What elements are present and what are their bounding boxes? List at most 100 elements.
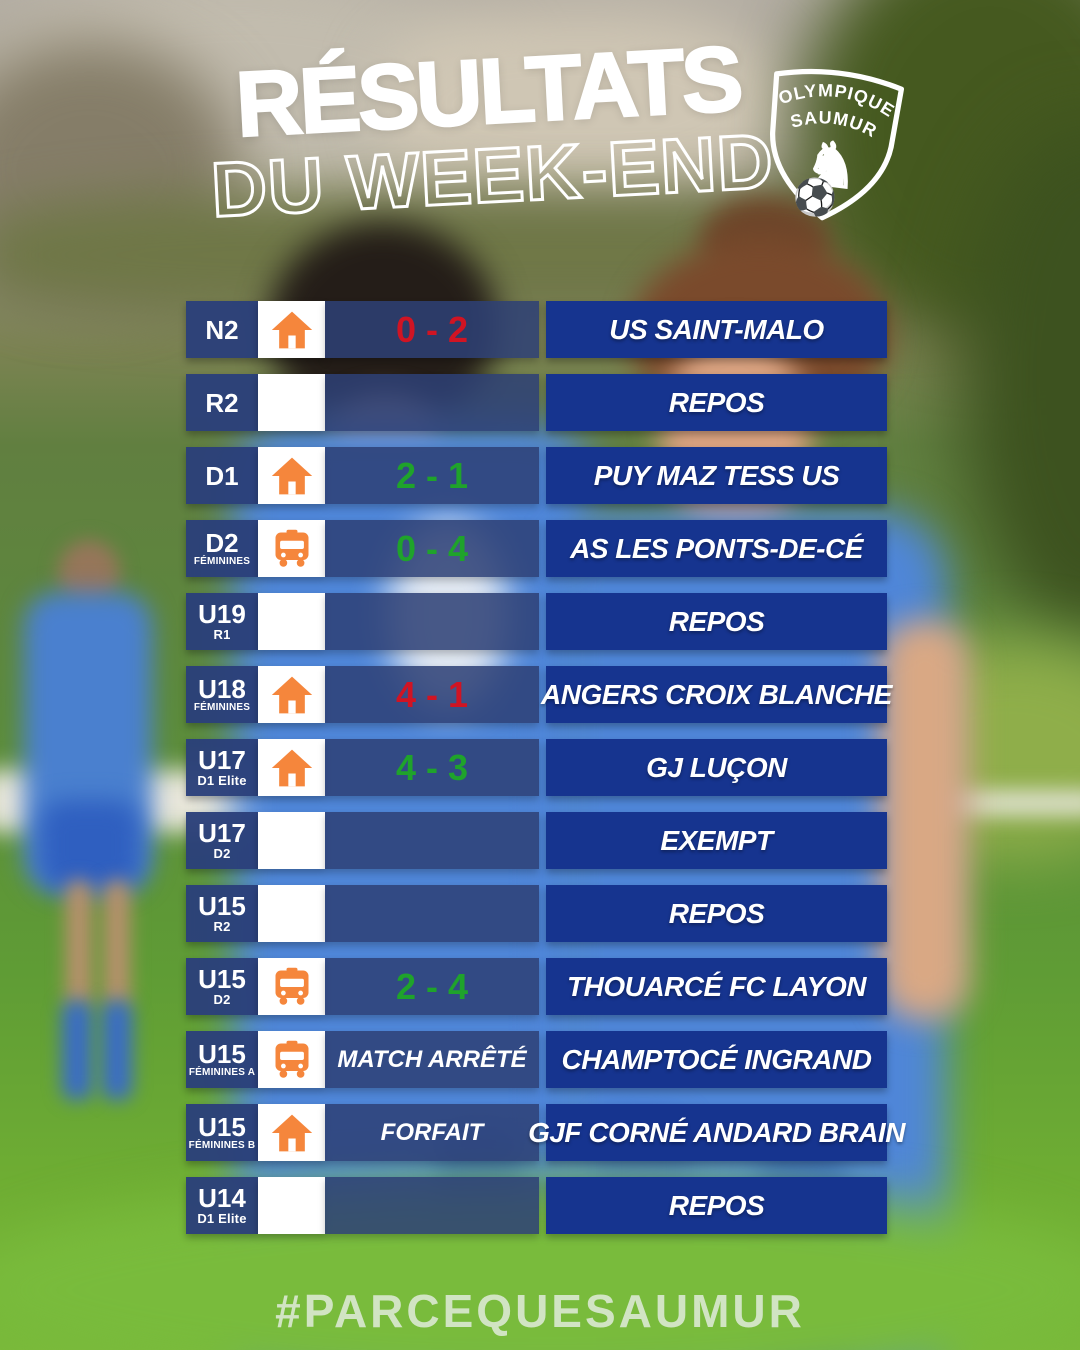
category-code: U15 [198, 890, 246, 921]
score-cell: MATCH ARRÊTÉ [325, 1031, 539, 1088]
category-code: U17 [198, 744, 246, 775]
score-cell [325, 812, 539, 869]
result-row: U17 D2 EXEMPT [186, 812, 894, 869]
category-label: U15 D2 [186, 958, 258, 1015]
category-label: U17 D1 Elite [186, 739, 258, 796]
score-cell: 2 - 4 [325, 958, 539, 1015]
house-icon [271, 457, 312, 494]
opponent-name: REPOS [546, 1177, 887, 1234]
category-division: R2 [213, 918, 231, 934]
results-table: N2 0 - 2 US SAINT-MALO R2 REPOS D1 2 - 1 PUY MA… [186, 301, 905, 1250]
category-division: FÉMININES A [188, 1066, 256, 1078]
opponent-name: US SAINT-MALO [546, 301, 887, 358]
category-label: D2 FÉMININES [186, 520, 258, 577]
score-cell: FORFAIT [325, 1104, 539, 1161]
venue-cell [258, 301, 325, 358]
venue-cell [258, 885, 325, 942]
venue-cell [258, 447, 325, 504]
result-row: D1 2 - 1 PUY MAZ TESS US [186, 447, 894, 504]
score-cell: 0 - 2 [325, 301, 539, 358]
opponent-name: ANGERS CROIX BLANCHE [541, 666, 892, 723]
score-cell [325, 1177, 539, 1234]
result-row: U15 D2 2 - 4 THOUARCÉ FC LAYON [186, 958, 894, 1015]
category-division: D1 Elite [197, 772, 247, 788]
category-label: D1 [186, 447, 258, 504]
house-icon [271, 1114, 312, 1151]
bus-icon [275, 1040, 308, 1078]
house-icon [271, 311, 312, 348]
category-label: N2 [186, 301, 258, 358]
category-label: U19 R1 [186, 593, 258, 650]
category-code: U15 [198, 1038, 246, 1069]
opponent-name: REPOS [546, 885, 887, 942]
distant-player [58, 540, 120, 606]
category-division: FÉMININES B [188, 1139, 256, 1151]
opponent-name: GJ LUÇON [546, 739, 887, 796]
category-label: U15 FÉMININES A [186, 1031, 258, 1088]
score-cell [325, 593, 539, 650]
category-label: U14 D1 Elite [186, 1177, 258, 1234]
result-row: U15 FÉMININES A MATCH ARRÊTÉ CHAMPTOCÉ INGR… [186, 1031, 894, 1088]
category-division: D2 [213, 845, 231, 861]
venue-cell [258, 520, 325, 577]
house-icon [271, 676, 312, 713]
result-row: U18 FÉMININES 4 - 1 ANGERS CROIX BLANCHE [186, 666, 894, 723]
venue-cell [258, 739, 325, 796]
result-row: D2 FÉMININES 0 - 4 AS LES PONTS-DE-CÉ [186, 520, 894, 577]
venue-cell [258, 1031, 325, 1088]
result-row: R2 REPOS [186, 374, 894, 431]
venue-cell [258, 593, 325, 650]
result-row: U15 FÉMININES B FORFAIT GJF CORNÉ ANDARD BR… [186, 1104, 905, 1161]
football-icon: ⚽ [789, 174, 840, 220]
shield-icon: OLYMPIQUE SAUMUR ♞ ⚽ [770, 68, 905, 221]
house-icon [271, 749, 312, 786]
category-division: FÉMININES [193, 555, 251, 567]
category-label: U17 D2 [186, 812, 258, 869]
result-row: N2 0 - 2 US SAINT-MALO [186, 301, 894, 358]
result-row: U17 D1 Elite 4 - 3 GJ LUÇON [186, 739, 894, 796]
result-row: U15 R2 REPOS [186, 885, 894, 942]
score-cell [325, 885, 539, 942]
opponent-name: THOUARCÉ FC LAYON [546, 958, 887, 1015]
category-code: R2 [205, 387, 239, 418]
opponent-name: PUY MAZ TESS US [546, 447, 887, 504]
category-label: U15 FÉMININES B [186, 1104, 258, 1161]
opponent-name: AS LES PONTS-DE-CÉ [546, 520, 887, 577]
category-division: D1 Elite [197, 1210, 247, 1226]
venue-cell [258, 958, 325, 1015]
category-code: U18 [198, 673, 246, 704]
result-row: U14 D1 Elite REPOS [186, 1177, 894, 1234]
category-code: N2 [205, 314, 239, 345]
opponent-name: GJF CORNÉ ANDARD BRAIN [528, 1104, 905, 1161]
bus-icon [275, 529, 308, 567]
category-code: U15 [198, 1111, 246, 1142]
score-cell [325, 374, 539, 431]
category-code: U19 [198, 598, 246, 629]
club-crest: OLYMPIQUE SAUMUR ♞ ⚽ [732, 48, 930, 246]
venue-cell [258, 1177, 325, 1234]
category-label: U18 FÉMININES [186, 666, 258, 723]
category-code: U17 [198, 817, 246, 848]
category-division: D2 [213, 991, 231, 1007]
opponent-name: REPOS [546, 593, 887, 650]
category-label: U15 R2 [186, 885, 258, 942]
venue-cell [258, 812, 325, 869]
score-cell: 0 - 4 [325, 520, 539, 577]
category-division: FÉMININES [193, 701, 251, 713]
venue-cell [258, 374, 325, 431]
venue-cell [258, 1104, 325, 1161]
category-division: R1 [213, 626, 231, 642]
category-code: U14 [198, 1182, 246, 1213]
hashtag: #PARCEQUESAUMUR [275, 1285, 805, 1337]
score-cell: 4 - 1 [325, 666, 539, 723]
venue-cell [258, 666, 325, 723]
opponent-name: REPOS [546, 374, 887, 431]
category-code: D1 [205, 460, 239, 491]
category-label: R2 [186, 374, 258, 431]
category-code: D2 [205, 527, 239, 558]
category-code: U15 [198, 963, 246, 994]
opponent-name: CHAMPTOCÉ INGRAND [546, 1031, 887, 1088]
opponent-name: EXEMPT [546, 812, 887, 869]
bus-icon [275, 967, 308, 1005]
